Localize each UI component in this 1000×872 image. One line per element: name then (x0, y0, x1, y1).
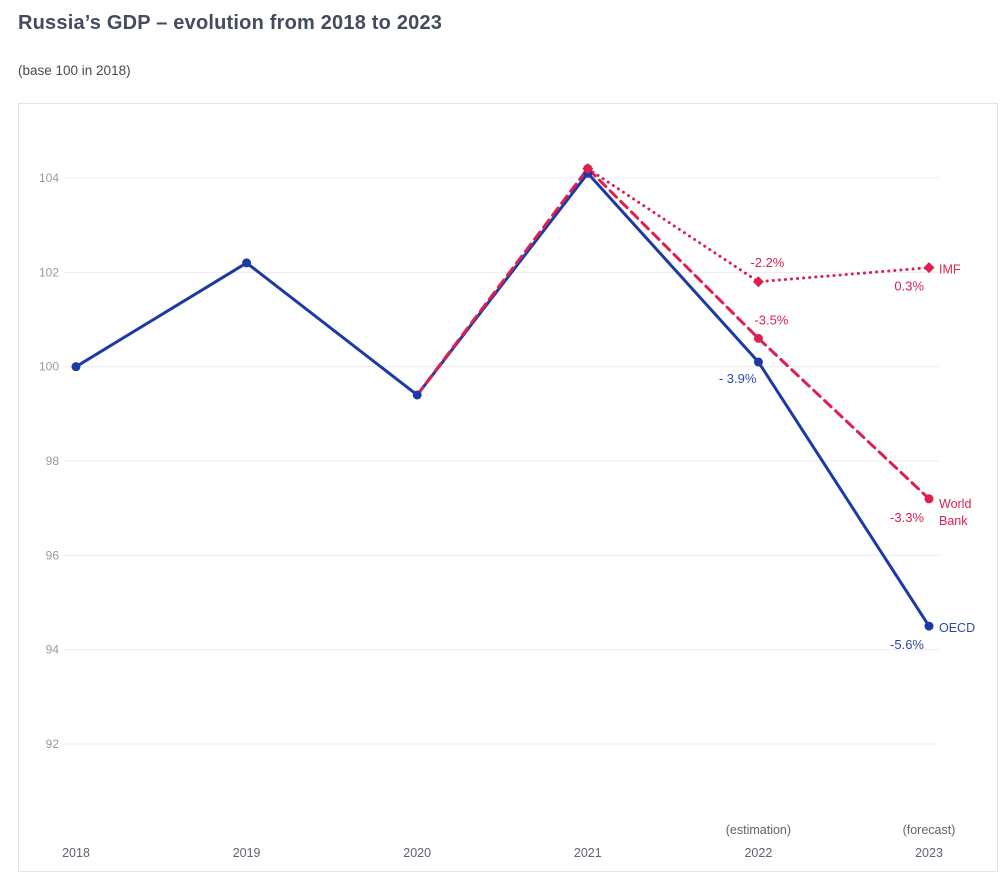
imf-point-label: -2.2% (750, 255, 784, 270)
imf-marker (582, 163, 594, 175)
x-tick-label: 2020 (403, 846, 431, 860)
oecd-marker (71, 362, 81, 372)
oecd-marker (924, 621, 934, 631)
world-bank-marker (924, 494, 934, 504)
y-tick-label: 104 (39, 171, 59, 185)
oecd-marker (412, 390, 422, 400)
imf-marker (923, 262, 935, 274)
world-bank-marker (753, 333, 763, 343)
y-tick-label: 92 (46, 737, 60, 751)
chart-card: 92 94 96 98 100 102 104 2018 2019 2020 2021 2022 (es… (18, 103, 998, 872)
gdp-line-chart: 92 94 96 98 100 102 104 2018 2019 2020 2021 2022 (es… (39, 163, 975, 860)
page-subtitle: (base 100 in 2018) (18, 63, 131, 78)
x-sublabel: (estimation) (726, 823, 791, 837)
imf-marker (752, 276, 764, 288)
imf-line (586, 167, 931, 284)
imf-series-label: IMF (939, 263, 961, 277)
x-tick-label: 2022 (744, 846, 772, 860)
world-bank-point-label: -3.5% (754, 312, 788, 327)
y-tick-label: 96 (46, 548, 60, 562)
y-tick-label: 102 (39, 265, 59, 279)
oecd-point-label: - 3.9% (719, 371, 757, 386)
x-tick-label: 2021 (574, 846, 602, 860)
x-sublabel: (forecast) (903, 823, 956, 837)
y-tick-label: 94 (46, 643, 60, 657)
oecd-marker (753, 357, 763, 367)
oecd-marker (242, 258, 252, 268)
world-bank-series-label: Bank (939, 514, 968, 528)
imf-point-label: 0.3% (894, 279, 924, 294)
x-tick-label: 2018 (62, 846, 90, 860)
y-tick-label: 98 (46, 454, 60, 468)
world-bank-point-label: -3.3% (890, 510, 924, 525)
world-bank-line (415, 167, 931, 501)
oecd-line (75, 171, 931, 627)
oecd-point-label: -5.6% (890, 637, 924, 652)
page-title: Russia’s GDP – evolution from 2018 to 20… (18, 12, 443, 34)
oecd-series-label: OECD (939, 621, 975, 635)
x-tick-label: 2019 (233, 846, 261, 860)
world-bank-series-label: World (939, 497, 971, 511)
y-tick-label: 100 (39, 360, 59, 374)
x-tick-label: 2023 (915, 846, 943, 860)
